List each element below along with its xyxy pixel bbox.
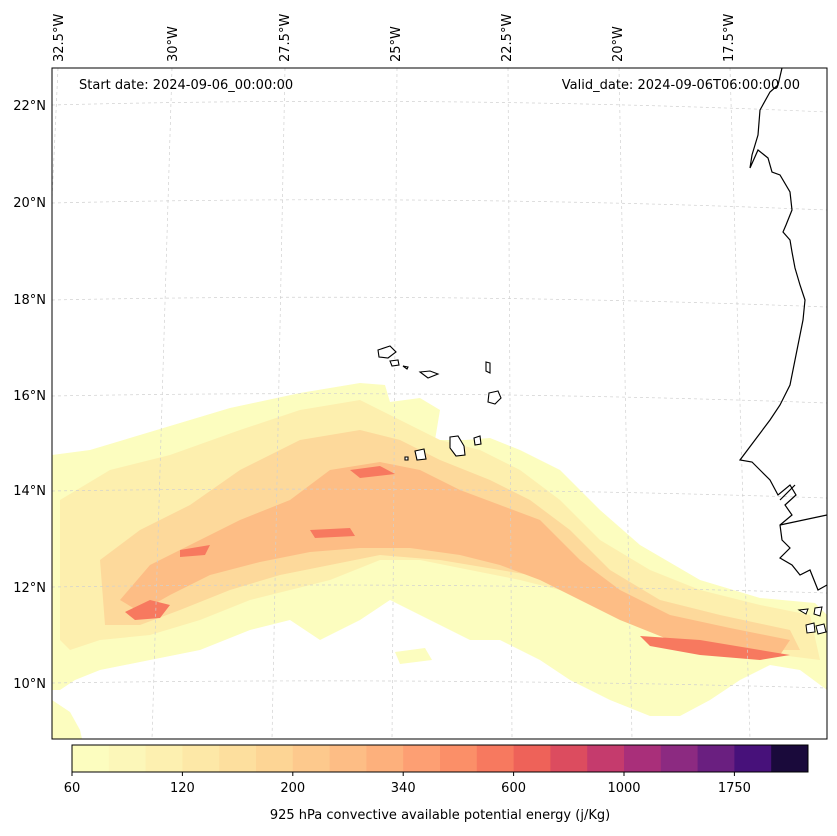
colorbar-tick-label: 600 [501,781,526,796]
island-santo-antao [377,345,397,359]
lat-label: 12°N [13,581,46,596]
cape-verde-islands [377,345,502,461]
lon-label: 27.5°W [278,14,293,62]
island-santa-luzia [402,365,409,370]
latitude-labels: 22°N 20°N 18°N 16°N 14°N 12°N 10°N [13,99,46,692]
colorbar-segment [366,745,404,772]
colorbar-tick-label: 1000 [607,781,640,796]
island-boa-vista [487,390,502,405]
lon-label: 20°W [611,26,626,62]
colorbar-segment [145,745,183,772]
colorbar-segment [624,745,662,772]
colorbar-segment [476,745,515,772]
island-fogo [414,448,427,461]
colorbar-segment [329,745,367,772]
island-maio [473,435,482,446]
colorbar-segment [219,745,257,772]
colorbar-segment [734,745,772,772]
colorbar-segment [660,745,699,772]
colorbar-segment [440,745,478,772]
colorbar-segment [513,745,551,772]
colorbar-segment [587,745,625,772]
colorbar-ticks: 60 120 200 340 600 1000 1750 [64,772,751,796]
cape-band-60-patch [395,648,432,664]
lat-label: 22°N [13,99,46,114]
colorbar-segment [697,745,735,772]
lon-label: 25°W [389,26,404,62]
colorbar-segment [550,745,588,772]
bijagos-islands [797,606,827,635]
colorbar-segment [108,745,147,772]
colorbar-tick-label: 1750 [718,781,751,796]
colorbar-segment [771,745,809,772]
island-sal [485,361,491,374]
coastlines [738,68,827,591]
colorbar-segment [182,745,220,772]
colorbar-segment [403,745,441,772]
lat-label: 16°N [13,389,46,404]
lat-label: 18°N [13,293,46,308]
colorbar-tick-label: 200 [280,781,305,796]
island-sao-nicolau [418,370,440,379]
lon-label: 30°W [166,26,181,62]
lat-label: 20°N [13,196,46,211]
colorbar-segment [256,745,294,772]
africa-coast [738,68,827,591]
colorbar-segment [292,745,331,772]
cape-contours [52,383,827,739]
island-sao-vicente [389,359,400,367]
colorbar-border [71,744,809,773]
map-frame [51,67,828,740]
colorbar [71,744,809,773]
longitude-labels: 32.5°W 30°W 27.5°W 25°W 22.5°W 20°W 17.5… [52,14,737,62]
colorbar-segment [72,745,110,772]
lon-label: 32.5°W [52,14,67,62]
colorbar-tick-label: 60 [64,781,81,796]
lon-label: 17.5°W [722,14,737,62]
cape-band-60-sw [52,700,82,739]
lat-label: 14°N [13,484,46,499]
gridlines [52,68,827,739]
valid-date-label: Valid_date: 2024-09-06T06:00:00.00 [561,78,800,93]
lat-label: 10°N [13,677,46,692]
lon-label: 22.5°W [500,14,515,62]
island-brava [404,456,409,461]
colorbar-tick-label: 340 [391,781,416,796]
colorbar-tick-label: 120 [170,781,195,796]
colorbar-title: 925 hPa convective available potential e… [269,808,611,823]
start-date-label: Start date: 2024-09-06_00:00:00 [79,78,294,93]
cape-band-340 [120,462,790,655]
island-santiago [449,435,466,457]
